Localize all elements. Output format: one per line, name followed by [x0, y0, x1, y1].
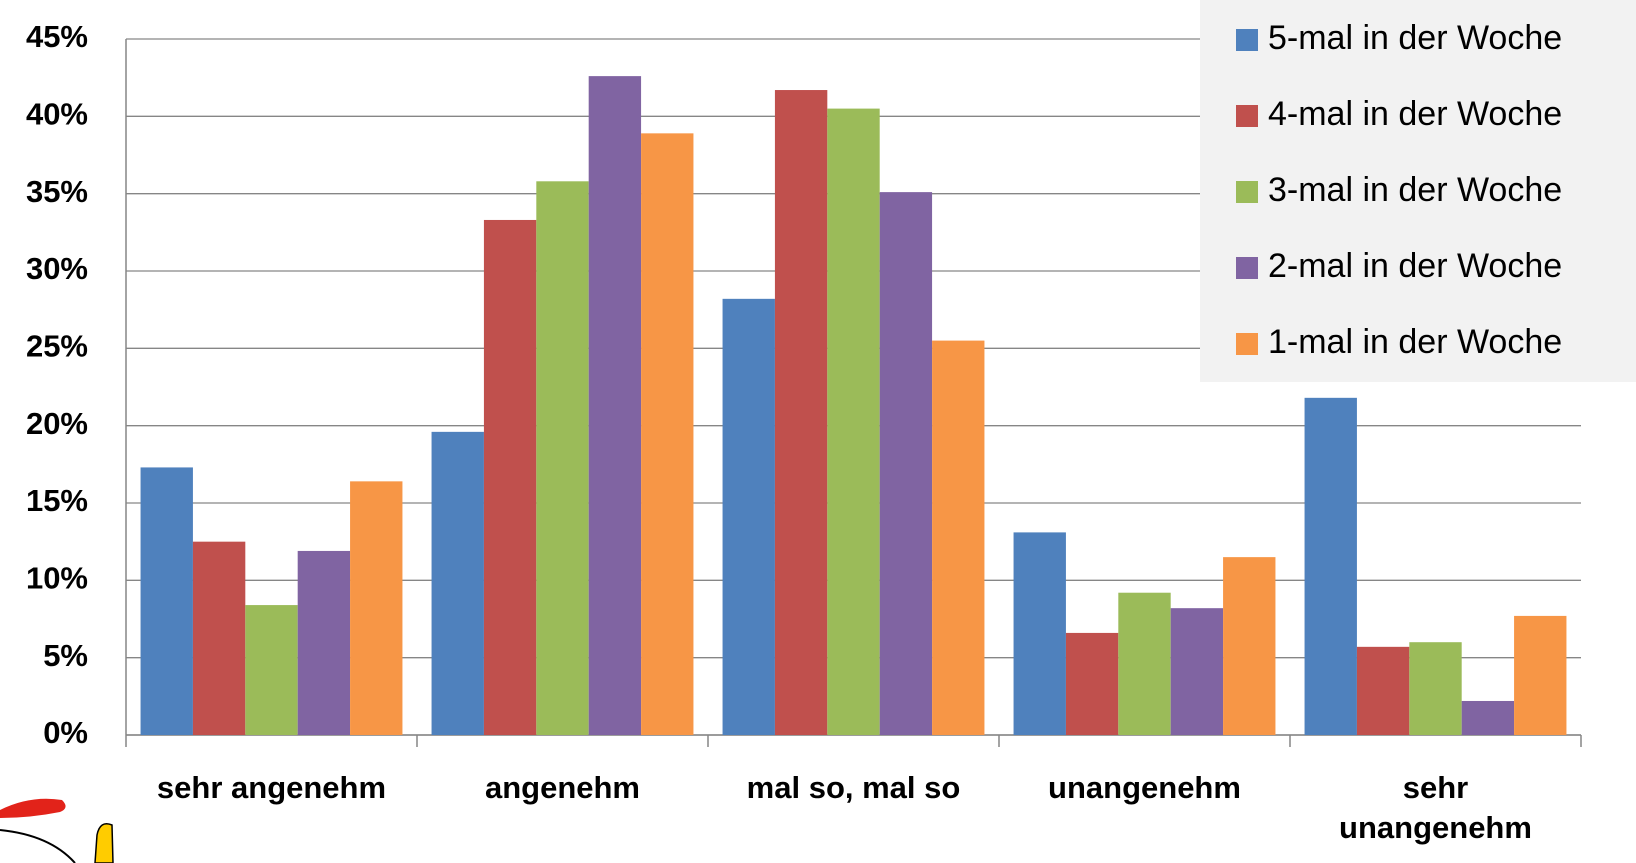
bar [827, 108, 880, 736]
bar [641, 133, 694, 735]
y-tick-label: 5% [43, 638, 88, 673]
x-tick-label: sehr unangenehm [1339, 770, 1532, 845]
logo-shape [0, 798, 66, 818]
legend-label: 2-mal in der Woche [1268, 247, 1562, 285]
bar [297, 550, 351, 735]
y-tick-label: 30% [26, 251, 88, 286]
bar [1118, 592, 1171, 735]
y-tick-label: 10% [26, 561, 88, 596]
bar [483, 219, 537, 735]
bar [350, 481, 403, 735]
bar [140, 467, 193, 735]
legend-label: 4-mal in der Woche [1268, 95, 1562, 133]
legend-swatch [1236, 257, 1258, 279]
logo [0, 798, 114, 863]
legend-label: 1-mal in der Woche [1268, 323, 1562, 361]
y-tick-label: 35% [26, 174, 88, 209]
bar [932, 340, 985, 735]
legend-label: 5-mal in der Woche [1268, 19, 1562, 57]
legend-label: 3-mal in der Woche [1268, 171, 1562, 209]
bar [1304, 397, 1357, 735]
bar [774, 90, 828, 736]
bar [1013, 532, 1066, 735]
x-tick-label: unangenehm [1048, 770, 1241, 805]
y-tick-label: 45% [26, 19, 88, 54]
bar [245, 605, 298, 735]
bar [192, 541, 246, 735]
y-tick-label: 25% [26, 329, 88, 364]
bar [1461, 700, 1515, 735]
bar [1356, 646, 1410, 735]
bar [1514, 615, 1567, 735]
y-tick-label: 20% [26, 406, 88, 441]
bar [1065, 632, 1119, 735]
logo-line [0, 829, 76, 863]
legend-box [1200, 0, 1636, 382]
x-tick-label: sehr angenehm [156, 770, 387, 805]
y-tick-label: 0% [43, 715, 88, 750]
y-tick-label: 40% [26, 97, 88, 132]
bar [879, 192, 933, 735]
bar [431, 431, 484, 735]
bar [1409, 642, 1462, 735]
bar [722, 298, 775, 735]
y-tick-label: 15% [26, 483, 88, 518]
x-tick-label: mal so, mal so [746, 770, 961, 805]
bar [588, 76, 642, 736]
legend-swatch [1236, 333, 1258, 355]
legend-swatch [1236, 29, 1258, 51]
legend-swatch [1236, 105, 1258, 127]
bar [1170, 608, 1224, 735]
legend-swatch [1236, 181, 1258, 203]
logo-shape [94, 823, 114, 863]
bar [536, 181, 589, 735]
x-tick-label: angenehm [484, 770, 640, 805]
bar [1223, 557, 1276, 735]
